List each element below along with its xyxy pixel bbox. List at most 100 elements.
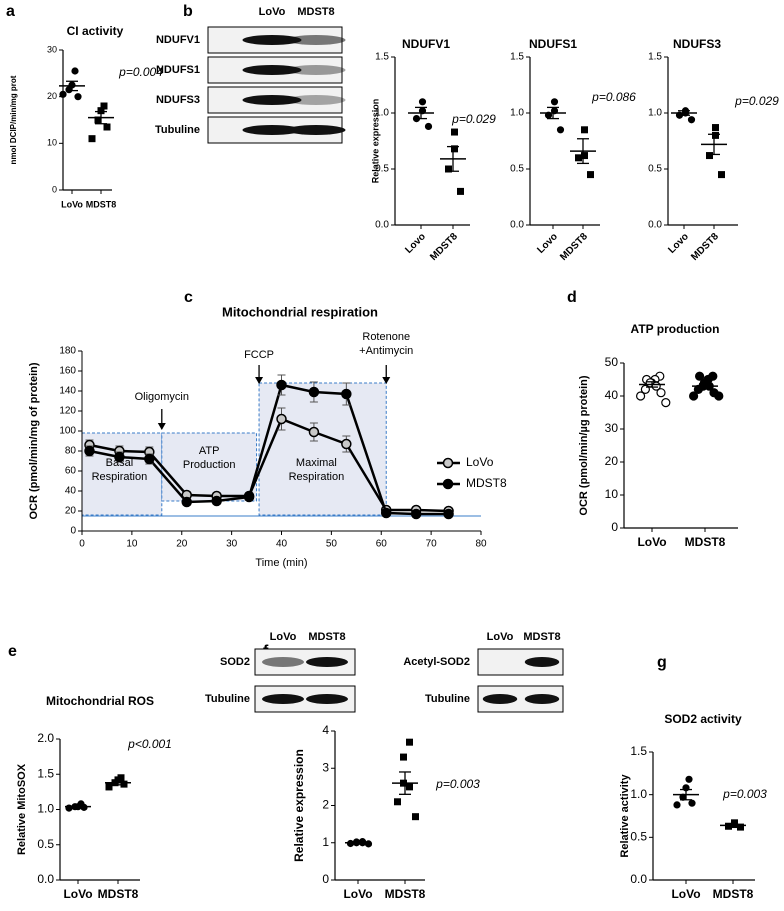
y-tick-label: 0.5	[630, 830, 647, 844]
y-tick-label: 2	[322, 798, 329, 812]
data-point	[88, 135, 96, 143]
y-tick-label: 10	[605, 487, 619, 501]
x-tick-label: MDST8	[685, 535, 726, 549]
data-point	[400, 753, 407, 761]
data-point	[445, 165, 452, 173]
x-tick-label: MDST8	[98, 887, 139, 901]
blot-band	[242, 95, 302, 105]
data-point	[718, 171, 725, 179]
panel-letter: c	[184, 289, 193, 306]
y-tick-label: 30	[47, 44, 57, 54]
y-tick-label: 0.5	[375, 164, 389, 175]
row-label: NDUFS1	[156, 64, 200, 76]
p-value: p<0.001	[127, 737, 172, 751]
blot-band	[262, 694, 304, 704]
data-point	[364, 840, 373, 848]
p-value: p=0.004	[118, 65, 163, 79]
sem-bar	[447, 145, 459, 172]
blot-band	[242, 65, 302, 75]
blot-band	[286, 35, 346, 45]
y-tick-label: 20	[47, 91, 57, 101]
sem-bar	[72, 805, 84, 809]
region-label: Production	[183, 459, 236, 471]
p-value: p=0.086	[591, 90, 636, 104]
y-tick-label: 1.0	[648, 108, 662, 119]
y-tick-label: 0	[611, 520, 618, 534]
y-tick-label: 1.5	[630, 744, 647, 758]
y-tick-label: 0.0	[37, 872, 54, 886]
sem-bar	[699, 383, 711, 390]
chart-title: CI activity	[67, 24, 124, 38]
p-value: p=0.029	[734, 94, 779, 108]
legend-marker	[442, 457, 454, 469]
data-point	[687, 116, 696, 124]
data-point	[656, 388, 666, 398]
x-tick-label: 40	[276, 539, 288, 550]
data-point	[65, 86, 73, 94]
y-tick-label: 0.5	[37, 837, 54, 851]
x-tick-label: LoVo	[637, 535, 666, 549]
x-tick-label: MDST8	[385, 887, 426, 901]
x-tick-label: Lovo	[535, 231, 560, 256]
data-point	[105, 783, 113, 791]
panel-letter: a	[6, 3, 15, 20]
y-axis-label: Relative activity	[619, 774, 631, 858]
data-point	[451, 145, 458, 153]
sem-bar	[399, 771, 411, 795]
lane-label: MDST8	[308, 631, 345, 643]
x-tick-label: 80	[475, 539, 487, 550]
sem-bar	[577, 138, 589, 165]
y-axis-label: OCR (pmol/min/mg of protein)	[28, 362, 40, 519]
y-tick-label: 1	[322, 835, 329, 849]
data-point	[556, 126, 565, 134]
sem-bar	[708, 133, 720, 156]
chart-title: NDUFV1	[402, 37, 450, 51]
region-label: Respiration	[92, 471, 148, 483]
data-point	[712, 131, 719, 139]
data-point	[406, 783, 413, 791]
data-point	[714, 391, 724, 401]
y-tick-label: 120	[59, 406, 76, 417]
data-point	[380, 507, 392, 519]
blot-band	[242, 35, 302, 45]
y-tick-label: 0.0	[510, 220, 524, 231]
data-point	[103, 123, 111, 131]
data-point	[394, 798, 401, 806]
x-tick-label: 0	[79, 539, 85, 550]
sem-bar	[95, 110, 107, 125]
blot-band	[524, 694, 560, 704]
data-point	[457, 187, 464, 195]
y-tick-label: 2.0	[37, 731, 54, 745]
y-tick-label: 1.0	[37, 802, 54, 816]
data-point	[688, 799, 696, 807]
data-point	[84, 445, 95, 457]
data-point	[308, 426, 320, 438]
data-point	[737, 823, 744, 831]
arrow-head	[157, 423, 166, 430]
data-point	[673, 801, 681, 809]
data-point	[276, 413, 287, 425]
row-label: SOD2	[220, 656, 250, 668]
x-tick-label: MDST8	[86, 199, 117, 209]
data-point	[308, 386, 320, 398]
row-label: Tubuline	[155, 124, 200, 136]
data-point	[706, 152, 713, 160]
x-tick-label: 50	[326, 539, 338, 550]
y-tick-label: 1.0	[510, 108, 524, 119]
lane-label: LoVo	[259, 6, 286, 18]
data-point	[635, 391, 646, 401]
x-tick-label: Lovo	[666, 231, 691, 256]
data-point	[114, 451, 125, 463]
y-tick-label: 0.5	[648, 164, 662, 175]
data-point	[424, 122, 433, 131]
blot-band	[262, 657, 304, 667]
y-tick-label: 3	[322, 760, 329, 774]
y-tick-label: 50	[605, 355, 619, 369]
lane-label: MDST8	[297, 6, 334, 18]
y-tick-label: 1.0	[375, 108, 389, 119]
y-tick-label: 1.5	[510, 52, 524, 63]
data-point	[661, 398, 671, 408]
data-point	[712, 124, 719, 132]
data-point	[575, 154, 582, 162]
